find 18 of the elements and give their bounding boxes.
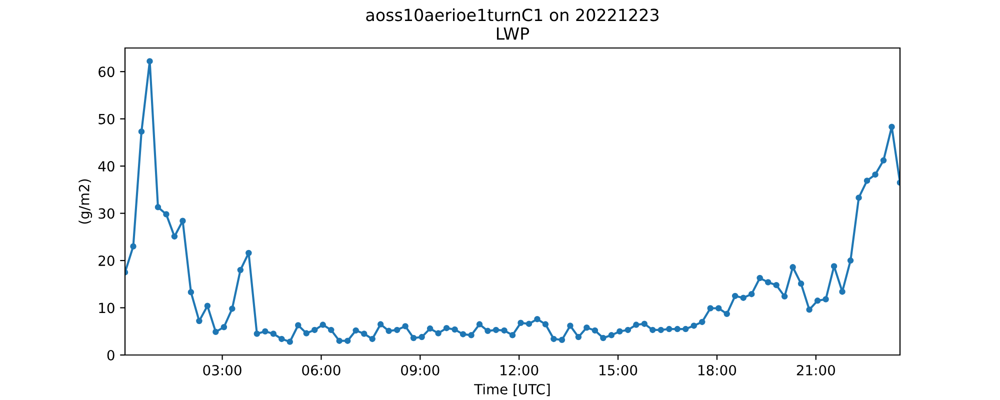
y-tick-label: 60	[98, 66, 114, 78]
x-tick-label: 12:00	[500, 364, 538, 376]
y-tick-label: 50	[98, 114, 114, 124]
x-tick-label: 21:00	[796, 364, 835, 376]
x-tick-label: 06:00	[302, 364, 340, 376]
chart-title: aoss10aerioe1turnC1 on 20221223	[366, 8, 658, 22]
y-tick-label: 20	[98, 256, 114, 266]
y-tick-label: 10	[99, 302, 114, 314]
x-tick-label: 09:00	[401, 364, 440, 376]
x-tick-label: 18:00	[698, 364, 736, 376]
x-tick-label: 15:00	[600, 364, 638, 376]
x-tick-label: 03:00	[203, 364, 242, 376]
y-axis-title: (g/m2)	[78, 179, 92, 224]
chart-subtitle: LWP	[496, 28, 530, 40]
x-axis-title: Time [UTC]	[474, 384, 550, 396]
y-tick-label: 0	[107, 350, 114, 360]
y-tick-label: 40	[98, 161, 114, 172]
y-tick-label: 30	[98, 208, 114, 219]
